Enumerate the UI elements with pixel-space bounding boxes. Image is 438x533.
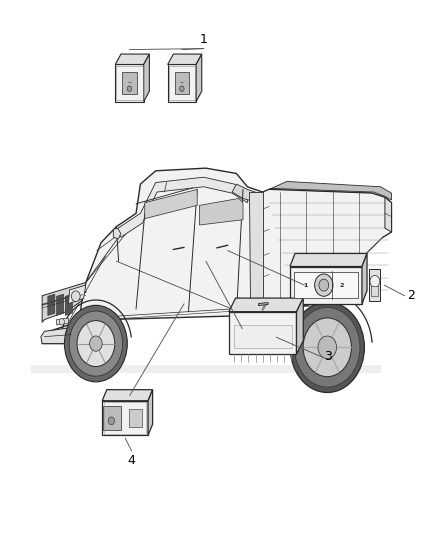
Bar [169, 66, 195, 100]
Polygon shape [65, 294, 72, 316]
Circle shape [314, 274, 333, 296]
Polygon shape [297, 298, 303, 354]
Polygon shape [249, 192, 263, 304]
Polygon shape [263, 189, 392, 309]
Polygon shape [102, 401, 148, 435]
Polygon shape [41, 328, 77, 344]
Circle shape [244, 334, 247, 336]
Circle shape [287, 334, 290, 336]
Circle shape [370, 276, 380, 287]
Polygon shape [229, 298, 303, 312]
Polygon shape [57, 294, 64, 316]
Polygon shape [117, 177, 247, 237]
Polygon shape [232, 184, 262, 201]
Circle shape [253, 334, 255, 336]
Polygon shape [168, 54, 202, 64]
Polygon shape [369, 270, 380, 301]
Text: 2: 2 [339, 282, 344, 288]
Bar [233, 325, 292, 349]
Polygon shape [168, 64, 196, 102]
Circle shape [261, 334, 264, 336]
Polygon shape [258, 303, 268, 305]
Bar [117, 66, 142, 100]
Polygon shape [68, 285, 86, 304]
Circle shape [180, 86, 184, 92]
Polygon shape [385, 197, 392, 232]
Text: 3: 3 [324, 350, 332, 364]
Circle shape [64, 305, 127, 382]
Circle shape [108, 417, 115, 425]
Polygon shape [148, 390, 152, 435]
Bar [122, 72, 137, 94]
Polygon shape [362, 254, 367, 304]
Polygon shape [115, 54, 149, 64]
Circle shape [59, 319, 64, 325]
Polygon shape [145, 189, 197, 219]
Circle shape [318, 336, 336, 359]
Circle shape [303, 318, 351, 377]
Circle shape [69, 311, 123, 376]
Polygon shape [229, 312, 297, 354]
Polygon shape [196, 54, 202, 102]
Circle shape [294, 314, 352, 385]
Circle shape [279, 334, 281, 336]
Circle shape [71, 291, 80, 302]
Polygon shape [290, 254, 367, 266]
Polygon shape [294, 272, 358, 298]
Polygon shape [144, 54, 149, 102]
Polygon shape [269, 181, 392, 200]
Circle shape [295, 308, 360, 387]
Bar [129, 409, 141, 426]
Circle shape [90, 336, 102, 351]
Text: 1: 1 [304, 282, 308, 288]
Polygon shape [31, 365, 381, 373]
Circle shape [127, 86, 132, 92]
Polygon shape [42, 282, 86, 322]
Polygon shape [199, 198, 243, 225]
Polygon shape [57, 318, 68, 325]
Text: 2: 2 [407, 289, 415, 302]
Bar [104, 402, 146, 434]
Polygon shape [290, 266, 362, 304]
Text: 1: 1 [200, 33, 208, 46]
Circle shape [290, 302, 364, 392]
Polygon shape [42, 168, 392, 344]
Bar [103, 406, 120, 430]
Circle shape [270, 334, 272, 336]
Polygon shape [48, 294, 55, 316]
Circle shape [319, 279, 328, 291]
Bar [175, 72, 189, 94]
Text: 4: 4 [128, 454, 136, 466]
Circle shape [77, 321, 115, 367]
Bar [371, 286, 378, 296]
Circle shape [236, 334, 238, 336]
Circle shape [313, 253, 326, 269]
Polygon shape [113, 228, 121, 239]
Polygon shape [102, 390, 152, 401]
Polygon shape [115, 64, 144, 102]
